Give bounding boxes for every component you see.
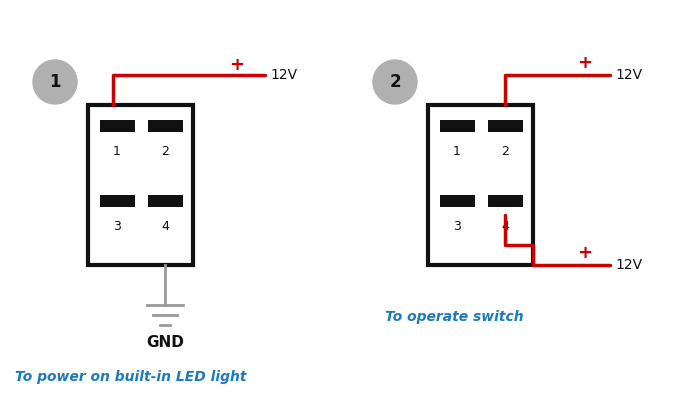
Text: 2: 2 (161, 145, 169, 158)
Text: To power on built-in LED light: To power on built-in LED light (15, 370, 246, 384)
Text: 3: 3 (453, 220, 461, 233)
Bar (148, 195, 183, 207)
Text: +: + (230, 56, 244, 74)
Bar (440, 195, 475, 207)
Text: 4: 4 (161, 220, 169, 233)
Text: 1: 1 (49, 73, 61, 91)
Circle shape (33, 60, 77, 104)
Text: 1: 1 (453, 145, 461, 158)
Text: +: + (578, 54, 592, 72)
Bar (100, 120, 135, 132)
Text: 3: 3 (113, 220, 121, 233)
Bar (488, 120, 523, 132)
Bar (100, 195, 135, 207)
Text: 12V: 12V (615, 68, 642, 82)
Bar (488, 195, 523, 207)
Text: 4: 4 (501, 220, 509, 233)
Bar (148, 120, 183, 132)
Text: +: + (578, 244, 592, 262)
Text: 2: 2 (389, 73, 401, 91)
Text: GND: GND (146, 335, 184, 350)
Circle shape (373, 60, 417, 104)
Text: To operate switch: To operate switch (385, 310, 523, 324)
Text: 12V: 12V (615, 258, 642, 272)
Bar (440, 120, 475, 132)
Text: 1: 1 (113, 145, 121, 158)
Text: 2: 2 (501, 145, 509, 158)
Bar (88, 105, 193, 265)
Text: 12V: 12V (270, 68, 297, 82)
Bar (428, 105, 533, 265)
